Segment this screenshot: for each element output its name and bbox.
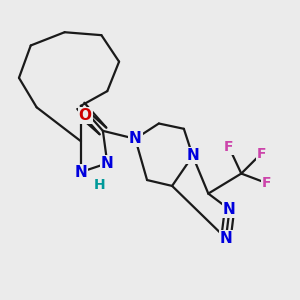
- Text: F: F: [256, 146, 266, 161]
- Text: N: N: [129, 131, 142, 146]
- Text: N: N: [223, 202, 236, 217]
- Text: O: O: [79, 108, 92, 123]
- Text: F: F: [224, 140, 234, 154]
- Text: N: N: [101, 156, 114, 171]
- Text: H: H: [94, 178, 106, 192]
- Text: N: N: [220, 231, 232, 246]
- Text: F: F: [262, 176, 271, 190]
- Text: N: N: [74, 165, 87, 180]
- Text: N: N: [186, 148, 199, 164]
